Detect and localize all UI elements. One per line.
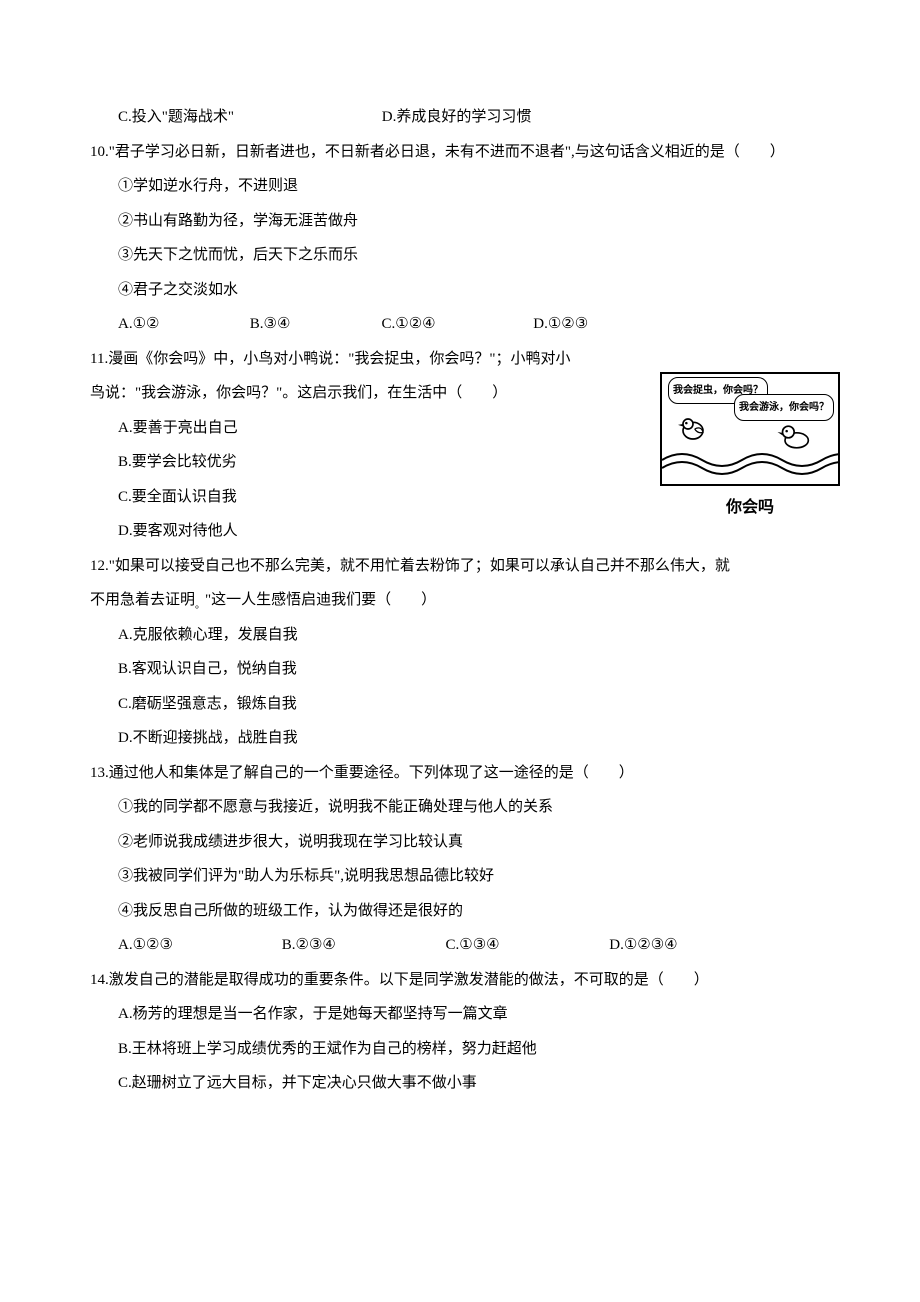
q12-opt-a: A.克服依赖心理，发展自我	[90, 618, 830, 653]
q10-opt-d: D.①②③	[533, 307, 588, 342]
exam-page: C.投入"题海战术" D.养成良好的学习习惯 10."君子学习必日新，日新者进也…	[0, 0, 920, 1161]
q10-s4: ④君子之交淡如水	[90, 273, 830, 308]
q12-opt-b: B.客观认识自己，悦纳自我	[90, 652, 830, 687]
q13-s3: ③我被同学们评为"助人为乐标兵",说明我思想品德比较好	[90, 859, 830, 894]
cartoon-box: 我会捉虫，你会吗？ 我会游泳，你会吗？	[660, 372, 840, 486]
cartoon-caption: 你会吗	[660, 490, 840, 527]
q13-opt-d: D.①②③④	[609, 928, 677, 963]
q9-opt-c: C.投入"题海战术"	[118, 100, 378, 135]
q12-opt-d: D.不断迎接挑战，战胜自我	[90, 721, 830, 756]
q12-stem2a: 不用急着去证明	[90, 592, 195, 608]
q10-opt-c: C.①②④	[382, 307, 530, 342]
q10-s3: ③先天下之忧而忧，后天下之乐而乐	[90, 238, 830, 273]
q13-opt-a: A.①②③	[118, 928, 278, 963]
bird-icon	[676, 414, 710, 444]
q12-opt-c: C.磨砺坚强意志，锻炼自我	[90, 687, 830, 722]
q10-stem: 10."君子学习必日新，日新者进也，不日新者必日退，未有不进而不退者",与这句话…	[90, 135, 830, 170]
speech-bubble-duck: 我会游泳，你会吗？	[734, 394, 834, 421]
q13-s2: ②老师说我成绩进步很大，说明我现在学习比较认真	[90, 825, 830, 860]
q10-options: A.①② B.③④ C.①②④ D.①②③	[90, 307, 830, 342]
q10-s2: ②书山有路勤为径，学海无涯苦做舟	[90, 204, 830, 239]
cartoon-figure: 我会捉虫，你会吗？ 我会游泳，你会吗？	[660, 372, 840, 527]
q9-options-cd: C.投入"题海战术" D.养成良好的学习习惯	[90, 100, 830, 135]
q14-opt-a: A.杨芳的理想是当一名作家，于是她每天都坚持写一篇文章	[90, 997, 830, 1032]
q9-opt-d: D.养成良好的学习习惯	[382, 109, 532, 125]
q12-stem-line1: 12."如果可以接受自己也不那么完美，就不用忙着去粉饰了；如果可以承认自己并不那…	[90, 549, 830, 584]
q14-opt-c: C.赵珊树立了远大目标，并下定决心只做大事不做小事	[90, 1066, 830, 1101]
q14-opt-b: B.王林将班上学习成绩优秀的王斌作为自己的榜样，努力赶超他	[90, 1032, 830, 1067]
q12-stem-line2: 不用急着去证明。"这一人生感悟启迪我们要（ ）	[90, 583, 830, 618]
q13-opt-b: B.②③④	[282, 928, 442, 963]
q14-stem: 14.激发自己的潜能是取得成功的重要条件。以下是同学激发潜能的做法，不可取的是（…	[90, 963, 830, 998]
dot-marker-icon: 。	[195, 600, 205, 611]
q12-stem2b: "这一人生感悟启迪我们要（ ）	[205, 592, 436, 608]
q13-s4: ④我反思自己所做的班级工作，认为做得还是很好的	[90, 894, 830, 929]
q10-opt-b: B.③④	[250, 307, 378, 342]
q10-s1: ①学如逆水行舟，不进则退	[90, 169, 830, 204]
q13-opt-c: C.①③④	[446, 928, 606, 963]
water-wave-icon	[662, 446, 838, 476]
q13-stem: 13.通过他人和集体是了解自己的一个重要途径。下列体现了这一途径的是（ ）	[90, 756, 830, 791]
q13-options: A.①②③ B.②③④ C.①③④ D.①②③④	[90, 928, 830, 963]
q11-block: 11.漫画《你会吗》中，小鸟对小鸭说："我会捉虫，你会吗？"；小鸭对小 鸟说："…	[90, 342, 830, 549]
q13-s1: ①我的同学都不愿意与我接近，说明我不能正确处理与他人的关系	[90, 790, 830, 825]
q10-opt-a: A.①②	[118, 307, 246, 342]
